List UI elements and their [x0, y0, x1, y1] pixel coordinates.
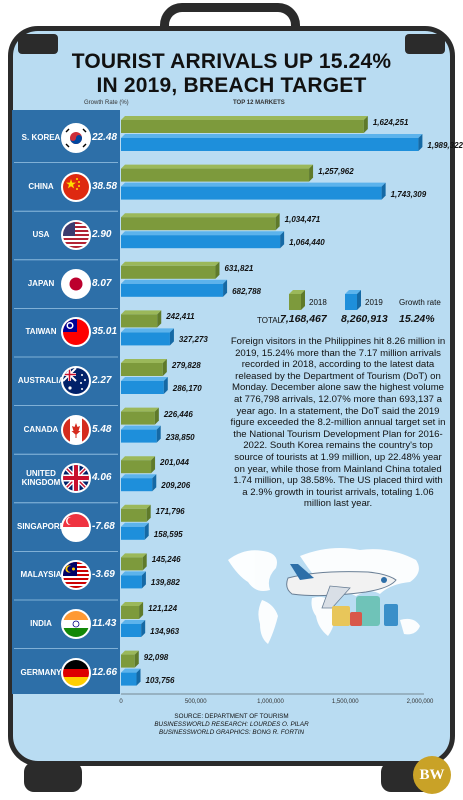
latch-left — [18, 34, 58, 54]
growth-rate-china: 38.58 — [92, 180, 118, 192]
growth-rate-taiwan: 35.01 — [92, 326, 118, 338]
legend-total-2018: 7,168,467 — [280, 313, 327, 325]
growth-rate-germany: 12.66 — [92, 666, 118, 678]
growth-rate-header: Growth Rate (%) — [84, 100, 129, 106]
value-label-2018-singapore: 171,796 — [155, 506, 185, 516]
value-label-2019-united-kingdom: 209,206 — [161, 481, 191, 491]
legend-label-2018: 2018 — [309, 298, 327, 307]
value-label-2018-japan: 631,821 — [224, 263, 254, 273]
flag-united-kingdom-icon — [61, 463, 91, 494]
country-label-malaysia: MALAYSIA — [20, 570, 62, 580]
country-label-s-korea: S. KOREA — [21, 133, 61, 142]
value-label-2019-india: 134,963 — [150, 627, 180, 636]
value-label-2018-usa: 1,034,471 — [284, 215, 321, 225]
growth-rate-malaysia: -3.69 — [92, 569, 115, 581]
flag-china-icon — [61, 171, 91, 202]
growth-rate-s-korea: 22.48 — [92, 132, 118, 143]
value-label-2019-singapore: 158,595 — [153, 529, 183, 539]
value-label-2019-usa: 1,064,440 — [289, 238, 325, 248]
value-label-2018-malaysia: 145,246 — [151, 555, 181, 565]
country-label-taiwan: TAIWAN — [25, 327, 57, 337]
country-label-india: INDIA — [30, 619, 52, 628]
wheel-left — [24, 762, 82, 792]
country-label-singapore: SINGAPORE — [16, 521, 65, 531]
value-label-2018-india: 121,124 — [148, 604, 178, 613]
country-label-japan: JAPAN — [27, 278, 55, 288]
value-label-2018-china: 1,257,962 — [318, 166, 354, 176]
country-label-usa: USA — [32, 230, 50, 240]
flag-australia-icon — [61, 366, 91, 396]
growth-rate-australia: 2.27 — [92, 375, 112, 386]
country-label-australia: AUSTRALIA — [17, 376, 65, 385]
growth-rate-india: 11.43 — [92, 618, 117, 629]
legend-total-label: TOTAL: — [257, 316, 285, 325]
value-label-2019-germany: 103,756 — [145, 675, 175, 685]
flag-japan-icon — [61, 268, 91, 299]
value-label-2018-canada: 226,446 — [163, 409, 193, 419]
value-label-2019-s-korea: 1,989,322 — [427, 141, 463, 150]
legend-label-2019: 2019 — [365, 298, 383, 307]
country-panel — [12, 110, 120, 694]
value-label-2018-taiwan: 242,411 — [166, 312, 195, 322]
summary-paragraph: Foreign visitors in the Philippines hit … — [230, 336, 446, 510]
flag-usa-icon — [61, 220, 91, 251]
businessworld-logo: BW — [413, 756, 451, 794]
country-label-united-kingdom: UNITED KINGDOM — [21, 469, 61, 488]
value-label-2019-china: 1,743,309 — [390, 189, 427, 199]
title-line-1: TOURIST ARRIVALS UP 15.24% — [71, 50, 392, 73]
flag-canada-icon — [61, 414, 91, 445]
research-credit: BUSINESSWORLD RESEARCH: LOURDES O. PILAR — [154, 721, 309, 728]
growth-rate-singapore: -7.68 — [92, 520, 115, 532]
flag-s-korea-icon — [61, 123, 91, 153]
value-label-2019-malaysia: 139,882 — [150, 578, 180, 588]
country-label-china: CHINA — [28, 181, 54, 191]
flag-malaysia-icon — [61, 560, 91, 591]
growth-rate-japan: 8.07 — [92, 277, 112, 289]
latch-right — [405, 34, 445, 54]
value-label-2018-united-kingdom: 201,044 — [160, 458, 189, 468]
flag-singapore-icon — [61, 511, 91, 542]
country-label-canada: CANADA — [23, 424, 59, 434]
flag-germany-icon — [61, 657, 91, 688]
value-label-2019-taiwan: 327,273 — [178, 335, 208, 345]
growth-rate-usa: 2.90 — [92, 229, 112, 241]
growth-rate-canada: 5.48 — [92, 423, 112, 435]
title-line-2: IN 2019, BREACH TARGET — [96, 74, 367, 97]
suitcase-handle — [160, 3, 300, 33]
source-line: SOURCE: DEPARTMENT OF TOURISM — [174, 713, 289, 720]
value-label-2019-japan: 682,788 — [232, 286, 261, 296]
graphics-credit: BUSINESSWORLD GRAPHICS: BONG R. FORTIN — [158, 729, 305, 736]
legend-total-growth: 15.24% — [399, 313, 435, 325]
flag-india-icon — [61, 609, 91, 639]
legend-total-2019: 8,260,913 — [341, 313, 388, 325]
value-label-2019-australia: 286,170 — [172, 384, 202, 393]
legend-label-growth: Growth rate — [399, 298, 441, 307]
growth-rate-united-kingdom: 4.06 — [92, 472, 112, 484]
value-label-2019-canada: 238,850 — [165, 432, 195, 442]
flag-taiwan-icon — [61, 317, 91, 348]
country-label-germany: GERMANY — [20, 667, 62, 677]
markets-header: TOP 12 MARKETS — [233, 100, 285, 106]
value-label-2018-australia: 279,828 — [171, 361, 201, 370]
value-label-2018-s-korea: 1,624,251 — [372, 118, 409, 127]
value-label-2018-germany: 92,098 — [143, 652, 169, 662]
